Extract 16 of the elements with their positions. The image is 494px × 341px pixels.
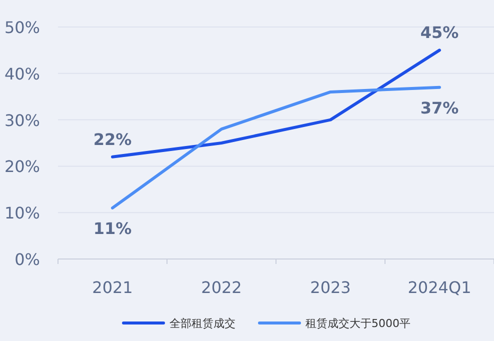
x-tick-label: 2023: [310, 278, 351, 297]
data-label: 37%: [420, 98, 459, 118]
x-tick-label: 2022: [201, 278, 242, 297]
legend-label: 全部租赁成交: [170, 317, 236, 330]
y-tick-label: 50%: [4, 18, 40, 37]
y-tick-label: 20%: [4, 157, 40, 176]
data-label: 45%: [420, 23, 459, 42]
x-tick-label: 2024Q1: [408, 278, 472, 297]
y-tick-label: 0%: [14, 250, 40, 269]
y-tick-label: 10%: [4, 204, 40, 223]
x-tick-label: 2021: [92, 278, 133, 297]
data-label: 22%: [93, 130, 132, 149]
y-tick-label: 30%: [4, 110, 40, 130]
legend-label: 租赁成交大于5000平: [306, 317, 410, 330]
y-tick-label: 40%: [4, 64, 40, 84]
data-label: 11%: [93, 218, 132, 238]
